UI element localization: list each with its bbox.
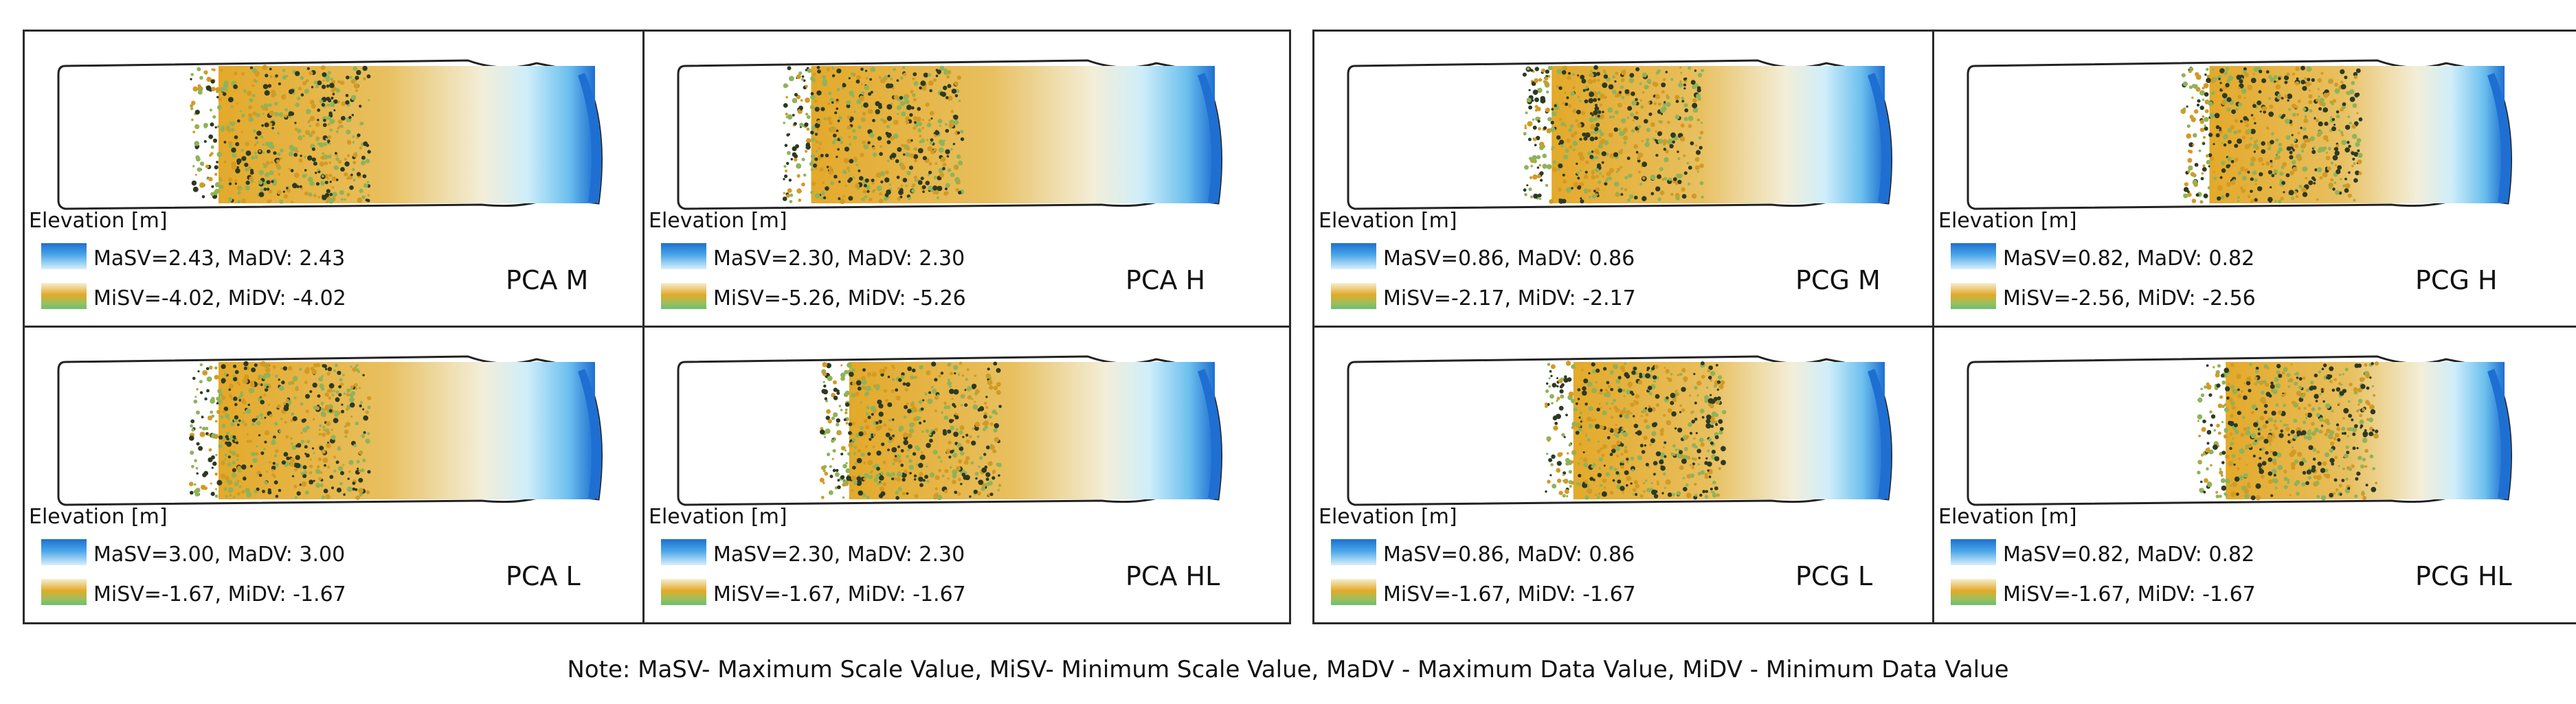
elevation-fill <box>811 66 1215 203</box>
min-color-swatch <box>1331 579 1376 605</box>
min-value-text: MiSV=-5.26, MiDV: -5.26 <box>713 286 966 310</box>
max-value-text: MaSV=2.30, MaDV: 2.30 <box>713 247 965 271</box>
elevation-map <box>1967 355 2512 506</box>
pca-figure-group: Elevation [m] MaSV=2.43, MaDV: 2.43 MiSV… <box>23 30 1291 624</box>
elevation-map <box>1967 59 2512 210</box>
horizontal-divider <box>1314 326 2576 328</box>
panel-title: PCA HL <box>1125 561 1220 591</box>
high-edge <box>2487 73 2511 203</box>
min-color-swatch <box>41 579 87 605</box>
max-value-text: MaSV=0.82, MaDV: 0.82 <box>2003 543 2255 567</box>
horizontal-divider <box>25 326 1289 328</box>
point-scatter <box>782 65 965 205</box>
high-edge <box>578 73 602 203</box>
point-scatter <box>2197 361 2379 501</box>
min-value-text: MiSV=-2.17, MiDV: -2.17 <box>1383 286 1636 310</box>
min-color-swatch <box>661 283 706 309</box>
panel-pca-h: Elevation [m] MaSV=2.30, MaDV: 2.30 MiSV… <box>645 32 1262 325</box>
elevation-map <box>1347 59 1892 210</box>
max-color-swatch <box>1951 243 1996 269</box>
max-value-text: MaSV=0.82, MaDV: 0.82 <box>2003 247 2255 271</box>
elevation-label: Elevation [m] <box>1319 209 1457 233</box>
elevation-map <box>677 355 1222 506</box>
pcg-figure-group: Elevation [m] MaSV=0.86, MaDV: 0.86 MiSV… <box>1312 30 2576 624</box>
min-value-text: MiSV=-1.67, MiDV: -1.67 <box>2003 582 2256 606</box>
high-edge <box>1198 369 1222 499</box>
elevation-label: Elevation [m] <box>649 209 787 233</box>
panel-title: PCA H <box>1125 265 1206 295</box>
max-color-swatch <box>1331 539 1376 565</box>
elevation-fill <box>219 66 595 203</box>
panel-pca-hl: Elevation [m] MaSV=2.30, MaDV: 2.30 MiSV… <box>645 328 1262 621</box>
high-edge <box>1198 73 1222 203</box>
elevation-label: Elevation [m] <box>649 505 787 529</box>
max-color-swatch <box>41 243 87 269</box>
elevation-label: Elevation [m] <box>1938 505 2077 529</box>
point-scatter <box>1522 65 1704 204</box>
elevation-fill <box>2209 66 2505 203</box>
elevation-fill <box>1573 362 1885 499</box>
panel-title: PCA L <box>506 561 581 591</box>
min-color-swatch <box>1331 283 1376 309</box>
min-color-swatch <box>1951 283 1996 309</box>
max-color-swatch <box>661 539 706 565</box>
elevation-label: Elevation [m] <box>29 505 168 529</box>
panel-pca-m: Elevation [m] MaSV=2.43, MaDV: 2.43 MiSV… <box>25 32 642 325</box>
high-edge <box>578 369 602 499</box>
max-color-swatch <box>661 243 706 269</box>
point-scatter <box>819 361 1002 501</box>
panel-title: PCA M <box>506 265 589 295</box>
min-value-text: MiSV=-1.67, MiDV: -1.67 <box>1383 582 1636 606</box>
elevation-label: Elevation [m] <box>1319 505 1457 529</box>
elevation-fill <box>219 362 595 499</box>
max-value-text: MaSV=2.43, MaDV: 2.43 <box>93 247 346 271</box>
max-color-swatch <box>1951 539 1996 565</box>
panel-title: PCG M <box>1795 265 1881 295</box>
panel-pca-l: Elevation [m] MaSV=3.00, MaDV: 3.00 MiSV… <box>25 328 642 621</box>
panel-pcg-m: Elevation [m] MaSV=0.86, MaDV: 0.86 MiSV… <box>1314 32 1931 325</box>
panel-title: PCG L <box>1795 561 1873 591</box>
figure-note: Note: MaSV- Maximum Scale Value, MiSV- M… <box>567 656 2009 683</box>
panel-pcg-hl: Elevation [m] MaSV=0.82, MaDV: 0.82 MiSV… <box>1934 328 2551 621</box>
min-value-text: MiSV=-4.02, MiDV: -4.02 <box>93 286 346 310</box>
panel-title: PCG HL <box>2415 561 2512 591</box>
min-value-text: MiSV=-2.56, MiDV: -2.56 <box>2003 286 2256 310</box>
max-color-swatch <box>1331 243 1376 269</box>
panel-pcg-l: Elevation [m] MaSV=0.86, MaDV: 0.86 MiSV… <box>1314 328 1931 621</box>
point-scatter <box>190 65 371 204</box>
min-color-swatch <box>1951 579 1996 605</box>
elevation-map <box>1347 355 1892 506</box>
min-value-text: MiSV=-1.67, MiDV: -1.67 <box>93 582 346 606</box>
elevation-label: Elevation [m] <box>1938 209 2077 233</box>
min-color-swatch <box>661 579 706 605</box>
panel-pcg-h: Elevation [m] MaSV=0.82, MaDV: 0.82 MiSV… <box>1934 32 2551 325</box>
max-color-swatch <box>41 539 87 565</box>
point-scatter <box>1544 361 1727 500</box>
min-color-swatch <box>41 283 87 309</box>
point-scatter <box>189 361 372 500</box>
max-value-text: MaSV=3.00, MaDV: 3.00 <box>93 543 346 567</box>
high-edge <box>1868 73 1892 203</box>
panel-title: PCG H <box>2415 265 2498 295</box>
elevation-map <box>57 59 603 210</box>
min-value-text: MiSV=-1.67, MiDV: -1.67 <box>713 582 966 606</box>
elevation-map <box>57 355 603 506</box>
max-value-text: MaSV=2.30, MaDV: 2.30 <box>713 543 965 567</box>
elevation-label: Elevation [m] <box>29 209 168 233</box>
high-edge <box>1868 369 1892 499</box>
point-scatter <box>2180 65 2363 204</box>
elevation-map <box>677 59 1222 210</box>
max-value-text: MaSV=0.86, MaDV: 0.86 <box>1383 543 1635 567</box>
high-edge <box>2487 369 2511 499</box>
max-value-text: MaSV=0.86, MaDV: 0.86 <box>1383 247 1635 271</box>
